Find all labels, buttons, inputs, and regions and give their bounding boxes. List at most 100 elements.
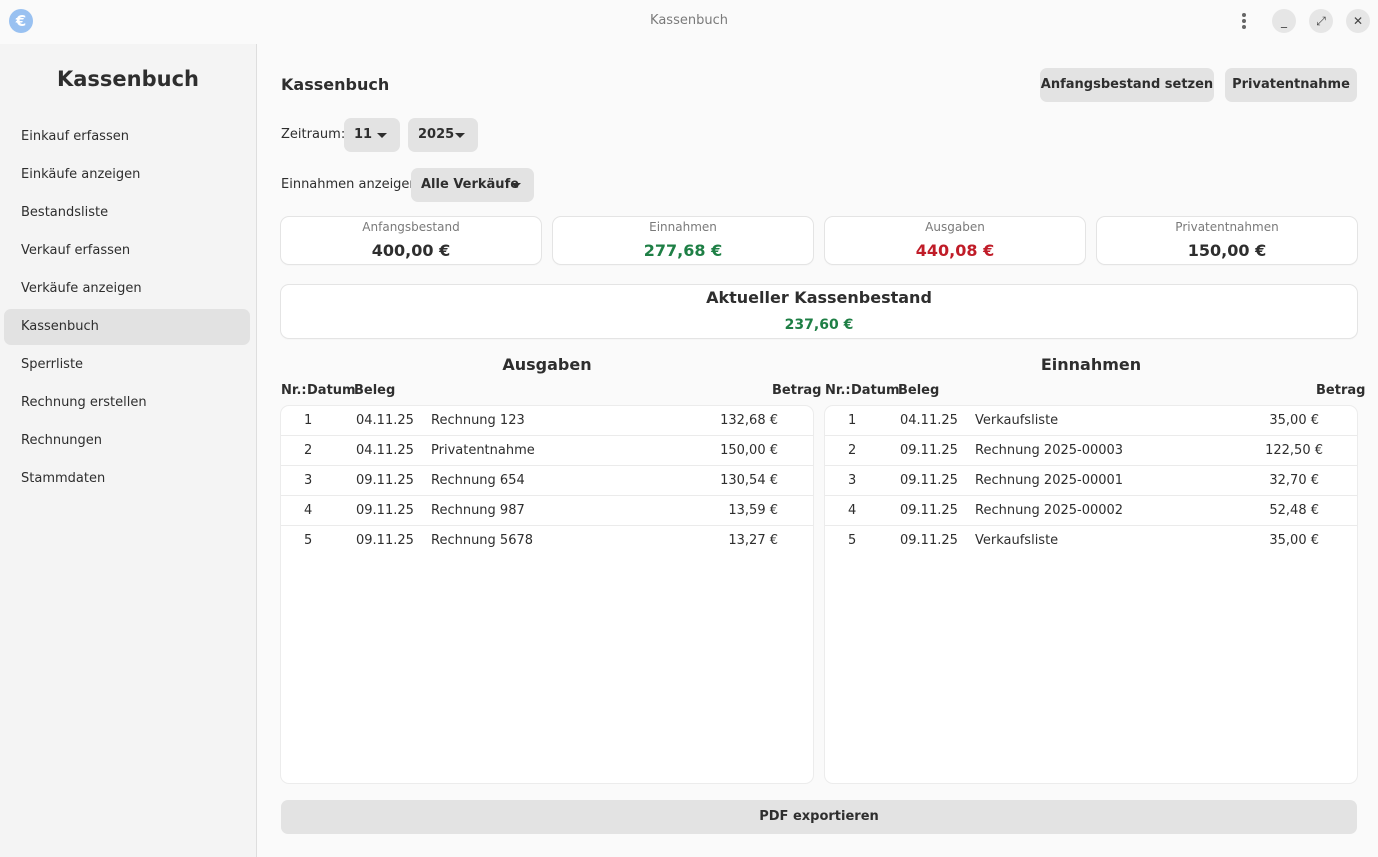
month-dropdown[interactable]: 11 xyxy=(344,118,400,152)
current-balance-value: 237,60 € xyxy=(784,317,854,333)
expenses-title: Ausgaben xyxy=(502,355,592,374)
sidebar-title: Kassenbuch xyxy=(56,67,200,91)
column-header-receipt: Beleg xyxy=(898,383,940,398)
cell-amount: 13,59 € xyxy=(728,503,778,518)
card-title: Anfangsbestand xyxy=(362,220,460,234)
chevron-down-icon xyxy=(377,133,387,138)
column-header-nr: Nr.: xyxy=(825,383,851,398)
cell-date: 09.11.25 xyxy=(900,473,958,488)
sidebar-item-stammdaten[interactable]: Stammdaten xyxy=(21,471,106,486)
card-value: 440,08 € xyxy=(915,241,995,260)
sidebar-item-rechnungen[interactable]: Rechnungen xyxy=(21,433,103,448)
cell-receipt: Rechnung 5678 xyxy=(431,533,534,548)
table-row[interactable]: 1 04.11.25 Rechnung 123 132,68 € xyxy=(281,406,813,436)
cell-nr: 4 xyxy=(304,503,313,518)
cell-amount: 32,70 € xyxy=(1269,473,1319,488)
table-row[interactable]: 1 04.11.25 Verkaufsliste 35,00 € xyxy=(825,406,1357,436)
cell-receipt: Rechnung 123 xyxy=(431,413,525,428)
cell-nr: 5 xyxy=(848,533,857,548)
cell-date: 04.11.25 xyxy=(356,443,414,458)
cell-date: 09.11.25 xyxy=(356,473,414,488)
cell-amount: 52,48 € xyxy=(1269,503,1319,518)
income-table: 1 04.11.25 Verkaufsliste 35,00 € 2 09.11… xyxy=(825,406,1357,783)
cell-date: 09.11.25 xyxy=(900,443,958,458)
cell-nr: 5 xyxy=(304,533,313,548)
cell-nr: 4 xyxy=(848,503,857,518)
window-title: Kassenbuch xyxy=(650,13,728,28)
sidebar-item-einkaeufe-anzeigen[interactable]: Einkäufe anzeigen xyxy=(21,167,141,182)
column-header-amount: Betrag xyxy=(1316,383,1366,398)
table-row[interactable]: 4 09.11.25 Rechnung 2025-00002 52,48 € xyxy=(825,496,1357,526)
chevron-down-icon xyxy=(511,183,521,188)
table-row[interactable]: 5 09.11.25 Verkaufsliste 35,00 € xyxy=(825,526,1357,556)
table-row[interactable]: 4 09.11.25 Rechnung 987 13,59 € xyxy=(281,496,813,526)
year-dropdown[interactable]: 2025 xyxy=(408,118,478,152)
menu-icon[interactable] xyxy=(1232,9,1256,33)
export-pdf-button[interactable]: PDF exportieren xyxy=(281,800,1357,834)
table-row[interactable]: 5 09.11.25 Rechnung 5678 13,27 € xyxy=(281,526,813,556)
cell-nr: 3 xyxy=(848,473,857,488)
income-filter-label: Einnahmen anzeigen: xyxy=(281,177,423,192)
cell-receipt: Verkaufsliste xyxy=(975,533,1059,548)
main-content: Kassenbuch Anfangsbestand setzen Private… xyxy=(257,44,1378,857)
private-withdrawals-card: Privatentnahmen 150,00 € xyxy=(1097,217,1357,264)
cell-date: 09.11.25 xyxy=(900,503,958,518)
sidebar-item-verkauf-erfassen[interactable]: Verkauf erfassen xyxy=(21,243,131,258)
cell-nr: 1 xyxy=(848,413,857,428)
cell-amount: 35,00 € xyxy=(1269,533,1319,548)
sidebar-item-verkaeufe-anzeigen[interactable]: Verkäufe anzeigen xyxy=(21,281,142,296)
column-header-date: Datum xyxy=(851,383,900,398)
close-icon: ✕ xyxy=(1352,14,1364,28)
income-card: Einnahmen 277,68 € xyxy=(553,217,813,264)
income-title: Einnahmen xyxy=(1040,355,1142,374)
sidebar-item-bestandsliste[interactable]: Bestandsliste xyxy=(21,205,109,220)
sidebar-item-rechnung-erstellen[interactable]: Rechnung erstellen xyxy=(21,395,147,410)
cell-receipt: Privatentnahme xyxy=(431,443,535,458)
minimize-button[interactable]: _ xyxy=(1272,9,1296,33)
card-title: Ausgaben xyxy=(925,220,985,234)
cell-date: 04.11.25 xyxy=(356,413,414,428)
column-header-receipt: Beleg xyxy=(354,383,396,398)
title-bar: € Kassenbuch _ ⤢ ✕ xyxy=(0,0,1378,44)
cell-nr: 3 xyxy=(304,473,313,488)
opening-balance-card: Anfangsbestand 400,00 € xyxy=(281,217,541,264)
year-value: 2025 xyxy=(418,127,455,142)
income-filter-value: Alle Verkäufe xyxy=(421,177,520,192)
sidebar-item-kassenbuch[interactable]: Kassenbuch xyxy=(4,309,250,345)
sidebar-item-einkauf-erfassen[interactable]: Einkauf erfassen xyxy=(21,129,129,144)
cell-amount: 35,00 € xyxy=(1269,413,1319,428)
cell-date: 09.11.25 xyxy=(356,503,414,518)
current-balance-title: Aktueller Kassenbestand xyxy=(706,288,932,307)
chevron-down-icon xyxy=(455,133,465,138)
cell-nr: 2 xyxy=(848,443,857,458)
expenses-card: Ausgaben 440,08 € xyxy=(825,217,1085,264)
table-row[interactable]: 3 09.11.25 Rechnung 2025-00001 32,70 € xyxy=(825,466,1357,496)
month-value: 11 xyxy=(354,127,373,142)
column-header-amount: Betrag xyxy=(772,383,822,398)
set-opening-balance-button[interactable]: Anfangsbestand setzen xyxy=(1040,68,1214,102)
table-row[interactable]: 3 09.11.25 Rechnung 654 130,54 € xyxy=(281,466,813,496)
cell-date: 09.11.25 xyxy=(356,533,414,548)
cell-nr: 2 xyxy=(304,443,313,458)
private-withdrawal-button[interactable]: Privatentnahme xyxy=(1225,68,1357,102)
minimize-icon: _ xyxy=(1281,14,1287,28)
table-row[interactable]: 2 09.11.25 Rechnung 2025-00003 122,50 € xyxy=(825,436,1357,466)
cell-amount: 122,50 € xyxy=(1265,443,1323,458)
card-value: 277,68 € xyxy=(643,241,723,260)
cell-receipt: Rechnung 987 xyxy=(431,503,525,518)
euro-icon: € xyxy=(9,9,33,33)
income-filter-dropdown[interactable]: Alle Verkäufe xyxy=(411,168,534,202)
page-title: Kassenbuch xyxy=(281,75,390,94)
sidebar-item-sperrliste[interactable]: Sperrliste xyxy=(21,357,84,372)
period-label: Zeitraum: xyxy=(281,127,346,142)
close-button[interactable]: ✕ xyxy=(1346,9,1370,33)
maximize-button[interactable]: ⤢ xyxy=(1309,9,1333,33)
table-row[interactable]: 2 04.11.25 Privatentnahme 150,00 € xyxy=(281,436,813,466)
cell-amount: 130,54 € xyxy=(720,473,778,488)
current-balance-card: Aktueller Kassenbestand 237,60 € xyxy=(281,285,1357,338)
cell-amount: 132,68 € xyxy=(720,413,778,428)
expenses-table: 1 04.11.25 Rechnung 123 132,68 € 2 04.11… xyxy=(281,406,813,783)
cell-date: 09.11.25 xyxy=(900,533,958,548)
maximize-icon: ⤢ xyxy=(1316,14,1326,28)
sidebar: Kassenbuch Einkauf erfassen Einkäufe anz… xyxy=(0,44,257,857)
